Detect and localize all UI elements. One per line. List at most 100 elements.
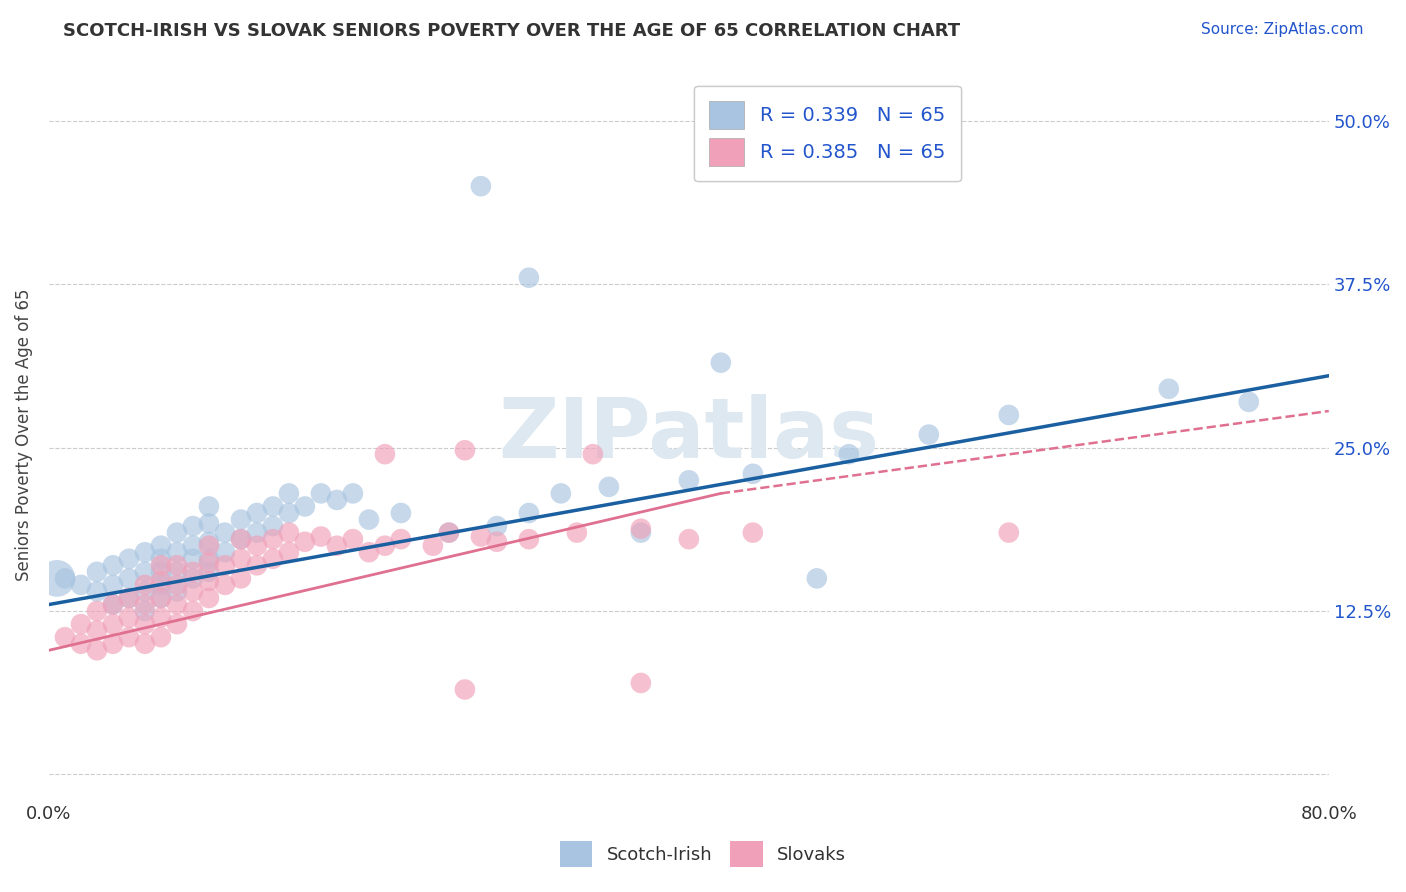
Point (485, 519, 508, 533)
Point (278, 525, 301, 540)
Point (517, 270, 540, 285)
Point (198, 565, 221, 579)
Point (918, 427, 941, 442)
Point (389, 506, 412, 520)
Legend: R = 0.339   N = 65, R = 0.385   N = 65: R = 0.339 N = 65, R = 0.385 N = 65 (693, 86, 960, 181)
Point (149, 591, 172, 605)
Point (806, 571, 828, 585)
Point (517, 532, 540, 546)
Point (181, 584, 204, 599)
Point (166, 578, 188, 592)
Y-axis label: Seniors Poverty Over the Age of 65: Seniors Poverty Over the Age of 65 (15, 288, 32, 581)
Point (198, 516, 221, 531)
Point (53, 630, 76, 644)
Point (166, 545, 188, 559)
Point (262, 532, 284, 546)
Point (166, 617, 188, 632)
Point (198, 574, 221, 588)
Point (454, 682, 477, 697)
Point (149, 610, 172, 624)
Point (181, 539, 204, 553)
Point (326, 539, 349, 553)
Point (214, 578, 236, 592)
Point (389, 532, 412, 546)
Point (149, 630, 172, 644)
Point (422, 539, 444, 553)
Point (278, 545, 301, 559)
Point (86, 565, 108, 579)
Point (101, 637, 124, 651)
Point (198, 551, 221, 566)
Point (149, 591, 172, 605)
Point (741, 525, 763, 540)
Point (326, 492, 349, 507)
Point (437, 525, 460, 540)
Point (294, 500, 316, 514)
Point (342, 532, 364, 546)
Point (262, 519, 284, 533)
Point (134, 565, 156, 579)
Point (166, 598, 188, 612)
Point (357, 512, 380, 526)
Point (166, 558, 188, 573)
Point (246, 539, 269, 553)
Point (149, 539, 172, 553)
Point (118, 610, 141, 624)
Point (101, 558, 124, 573)
Point (278, 486, 301, 500)
Point (246, 558, 269, 573)
Point (214, 558, 236, 573)
Point (198, 500, 221, 514)
Point (86, 584, 108, 599)
Point (181, 519, 204, 533)
Point (470, 530, 492, 544)
Point (357, 545, 380, 559)
Point (229, 532, 252, 546)
Point (118, 591, 141, 605)
Point (101, 598, 124, 612)
Point (134, 545, 156, 559)
Point (149, 565, 172, 579)
Point (229, 512, 252, 526)
Point (101, 578, 124, 592)
Point (294, 534, 316, 549)
Point (741, 467, 763, 481)
Point (101, 617, 124, 632)
Point (118, 551, 141, 566)
Point (53, 571, 76, 585)
Point (181, 551, 204, 566)
Point (134, 617, 156, 632)
Point (229, 571, 252, 585)
Point (149, 574, 172, 588)
Point (374, 447, 396, 461)
Point (229, 551, 252, 566)
Point (134, 584, 156, 599)
Point (246, 525, 269, 540)
Point (598, 480, 620, 494)
Point (134, 604, 156, 618)
Point (485, 534, 508, 549)
Text: SCOTCH-IRISH VS SLOVAK SENIORS POVERTY OVER THE AGE OF 65 CORRELATION CHART: SCOTCH-IRISH VS SLOVAK SENIORS POVERTY O… (63, 22, 960, 40)
Point (70, 617, 93, 632)
Text: ZIPatlas: ZIPatlas (498, 394, 879, 475)
Point (838, 447, 860, 461)
Point (1157, 382, 1180, 396)
Point (198, 591, 221, 605)
Point (118, 571, 141, 585)
Point (149, 558, 172, 573)
Point (262, 500, 284, 514)
Point (198, 556, 221, 570)
Point (86, 643, 108, 657)
Point (1237, 395, 1260, 409)
Point (630, 522, 652, 536)
Text: Source: ZipAtlas.com: Source: ZipAtlas.com (1201, 22, 1364, 37)
Point (246, 506, 269, 520)
Point (470, 179, 492, 194)
Point (166, 525, 188, 540)
Point (198, 539, 221, 553)
Point (166, 565, 188, 579)
Point (118, 630, 141, 644)
Point (198, 534, 221, 549)
Point (998, 408, 1021, 422)
Point (134, 598, 156, 612)
